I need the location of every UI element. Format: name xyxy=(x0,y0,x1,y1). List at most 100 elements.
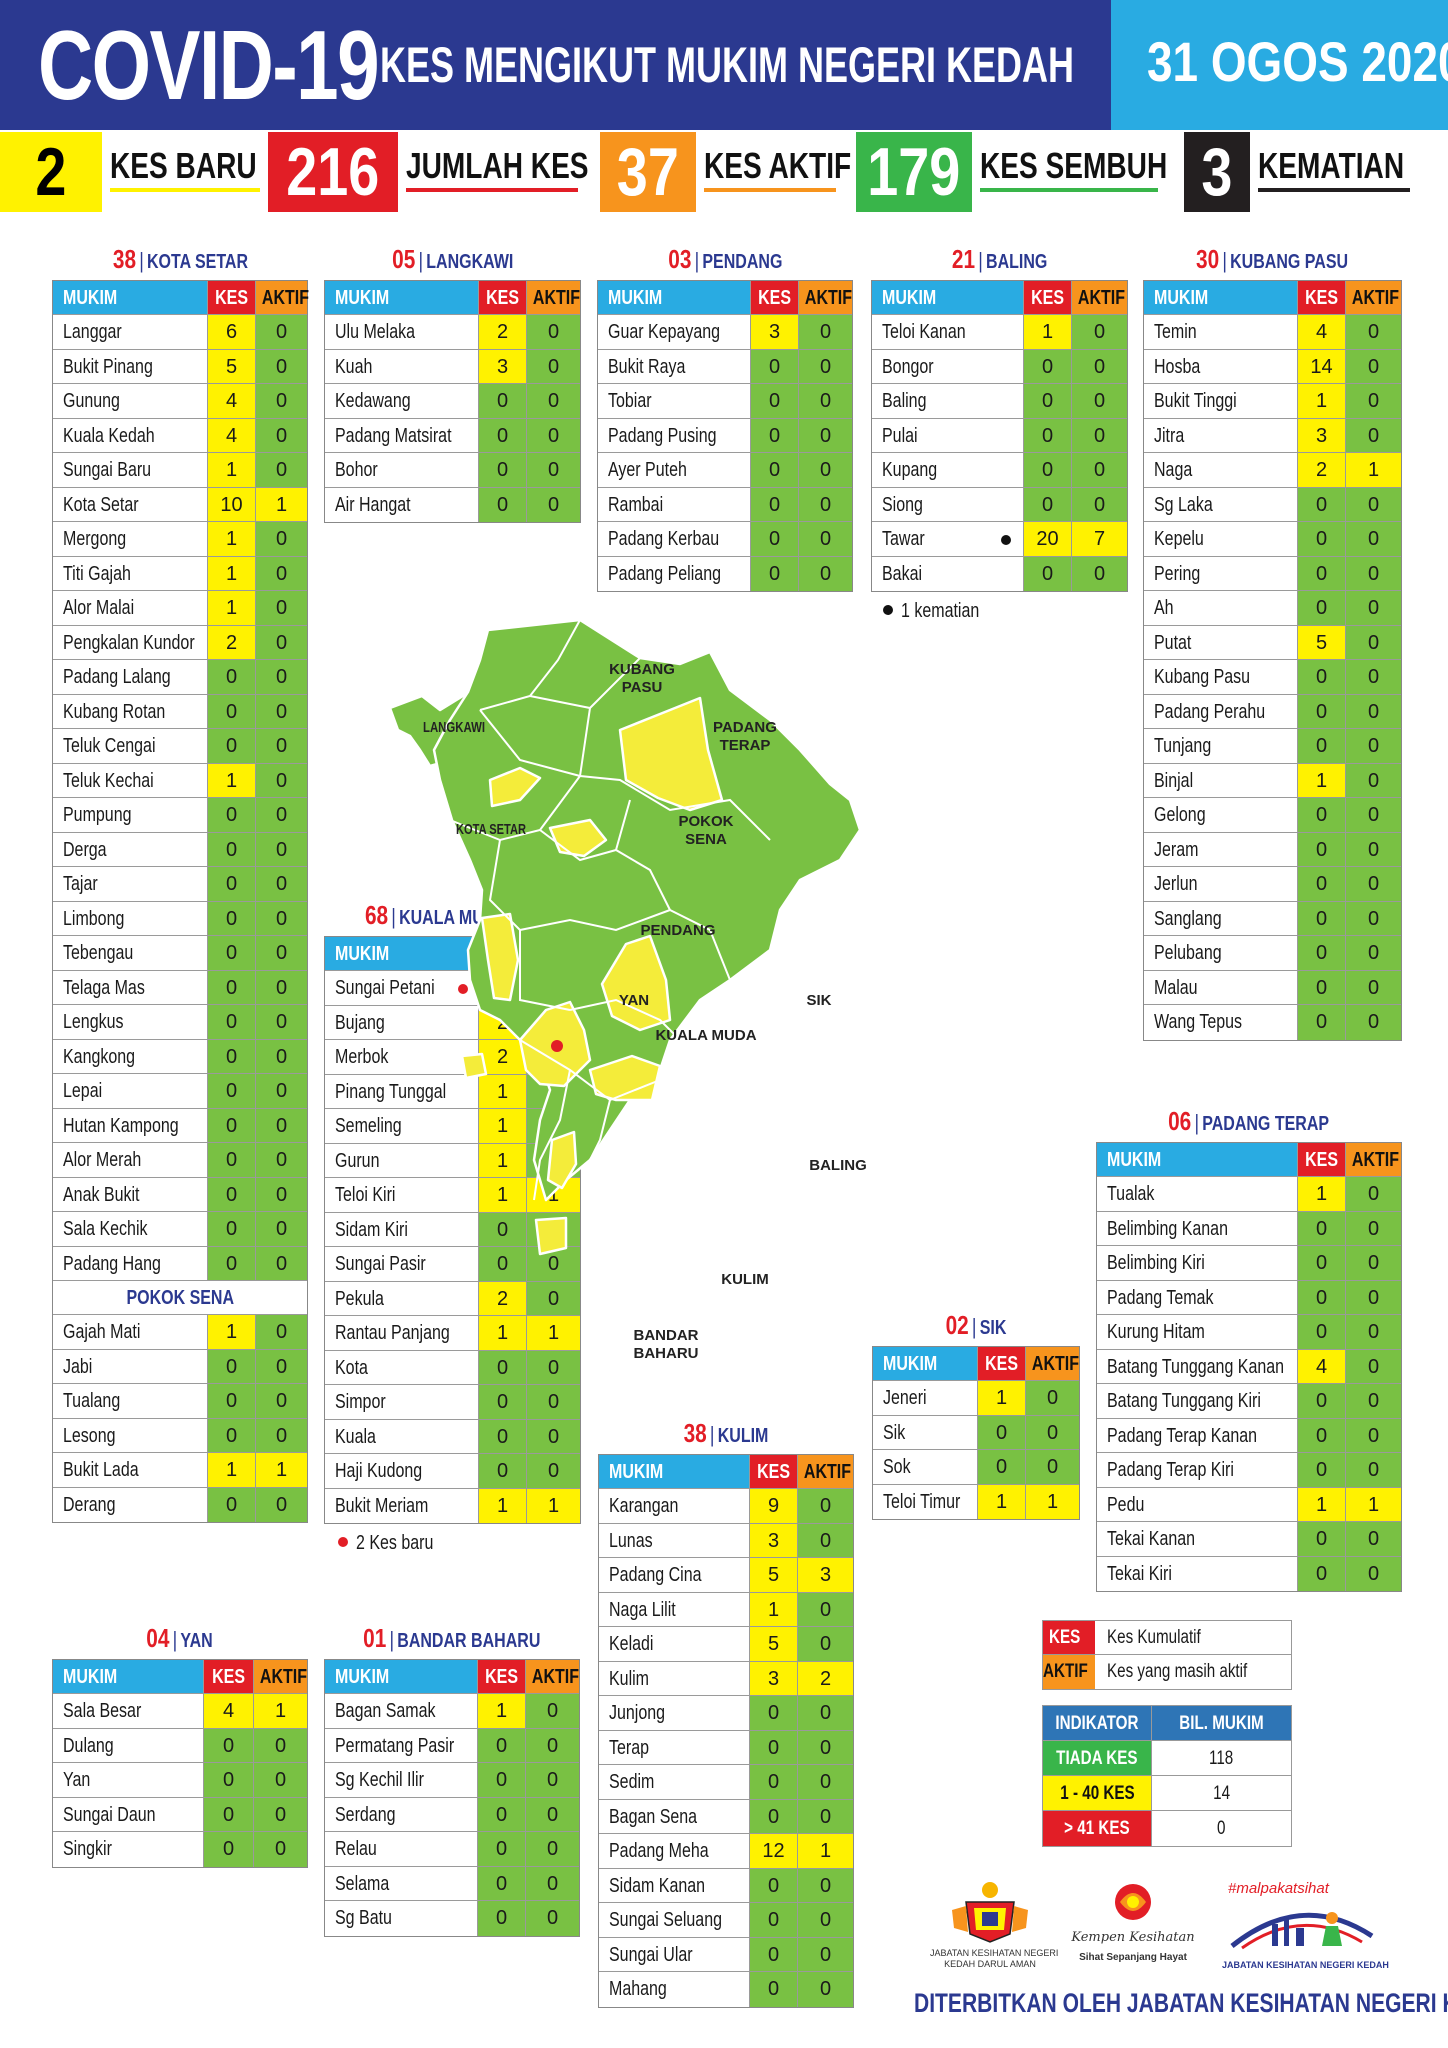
table-row: Teloi Kiri 1 1 xyxy=(325,1178,580,1213)
table-row: Kuala Kedah 4 0 xyxy=(53,418,307,453)
kes-value: 3 xyxy=(478,349,526,383)
mukim-name: Sg Batu xyxy=(325,1901,477,1936)
legend-text-kes: Kes Kumulatif xyxy=(1107,1627,1201,1648)
kes-value: 0 xyxy=(749,1765,797,1799)
table-row: Sala Kechik 0 0 xyxy=(53,1212,307,1247)
mukim-name: Tawar xyxy=(872,522,1023,556)
kes-value: 0 xyxy=(1297,1453,1345,1487)
table-row: Pengkalan Kundor 2 0 xyxy=(53,625,307,660)
mukim-name: Pelubang xyxy=(1144,936,1297,970)
mukim-name: Permatang Pasir xyxy=(325,1728,477,1762)
district-title: 38 | KULIM xyxy=(683,1418,769,1448)
page-subtitle: KES MENGIKUT MUKIM NEGERI KEDAH xyxy=(380,37,1075,93)
indicator-label: TIADA KES xyxy=(1043,1741,1151,1775)
district-name: SIK xyxy=(979,1317,1007,1339)
kes-value: 4 xyxy=(1297,315,1345,349)
mukim-name: Kuala Kedah xyxy=(53,418,207,452)
kes-value: 0 xyxy=(1297,1246,1345,1280)
aktif-value: 0 xyxy=(1345,867,1401,901)
aktif-value: 0 xyxy=(798,418,852,452)
kes-value: 0 xyxy=(1297,487,1345,521)
aktif-value: 0 xyxy=(1025,1415,1079,1449)
table-row: Gelong 0 0 xyxy=(1144,798,1401,833)
aktif-value: 0 xyxy=(1345,763,1401,797)
mukim-name: Sok xyxy=(873,1450,977,1484)
kes-value: 12 xyxy=(749,1834,797,1868)
kes-value: 0 xyxy=(750,418,798,452)
header-aktif: AKTIF xyxy=(1345,281,1401,314)
legend-row-aktif: AKTIF Kes yang masih aktif xyxy=(1043,1655,1291,1689)
district-name: PENDANG xyxy=(702,251,783,273)
kes-value: 0 xyxy=(207,729,255,763)
aktif-value: 0 xyxy=(255,1349,307,1383)
aktif-value: 0 xyxy=(1071,556,1127,591)
mukim-name: Kubang Rotan xyxy=(53,694,207,728)
kes-value: 0 xyxy=(749,1972,797,2007)
aktif-value: 0 xyxy=(1345,1349,1401,1383)
aktif-value: 0 xyxy=(1345,1246,1401,1280)
table-row: Kedawang 0 0 xyxy=(325,384,580,419)
aktif-value: 0 xyxy=(797,1903,853,1937)
aktif-value: 0 xyxy=(798,556,852,591)
district-title: 02 | SIK xyxy=(945,1310,1007,1340)
kes-value: 20 xyxy=(1023,522,1071,556)
kes-value: 1 xyxy=(1297,1177,1345,1211)
mukim-name: Haji Kudong xyxy=(325,1454,478,1488)
kes-value: 0 xyxy=(477,1728,525,1762)
header-aktif: AKTIF xyxy=(526,281,580,314)
kes-value: 0 xyxy=(207,832,255,866)
mukim-name: Sedim xyxy=(599,1765,749,1799)
mukim-name: Merbok xyxy=(325,1040,478,1074)
table-row: Kubang Rotan 0 0 xyxy=(53,694,307,729)
kes-value: 0 xyxy=(1297,1315,1345,1349)
kes-value: 0 xyxy=(477,1866,525,1900)
district-name: BALING xyxy=(985,251,1048,273)
footer-publisher: DITERBITKAN OLEH JABATAN KESIHATAN NEGER… xyxy=(914,1988,1448,2018)
mukim-name: Gelong xyxy=(1144,798,1297,832)
kes-value: 0 xyxy=(1297,1211,1345,1245)
kes-value: 0 xyxy=(1023,384,1071,418)
kes-value: 0 xyxy=(207,1143,255,1177)
map-zone-coast xyxy=(460,1052,488,1080)
bullet-dot-icon xyxy=(883,604,893,615)
aktif-value: 0 xyxy=(255,970,307,1004)
kes-value: 5 xyxy=(749,1558,797,1592)
table-row: Padang Pusing 0 0 xyxy=(598,418,852,453)
aktif-value: 0 xyxy=(1345,1418,1401,1452)
mukim-name: Kedawang xyxy=(325,384,478,418)
table-row: Padang Peliang 0 0 xyxy=(598,556,852,591)
aktif-value: 0 xyxy=(525,1763,579,1797)
header-kes: KES xyxy=(477,1660,525,1693)
table-row: Bukit Raya 0 0 xyxy=(598,349,852,384)
kes-value: 0 xyxy=(1023,418,1071,452)
aktif-value: 0 xyxy=(255,625,307,659)
kes-value: 0 xyxy=(477,1797,525,1831)
aktif-value: 1 xyxy=(1345,453,1401,487)
district-count: 30 xyxy=(1196,244,1220,274)
kes-value: 4 xyxy=(207,384,255,418)
map-label-kubang-pasu-1: KUBANG xyxy=(609,661,675,678)
kes-value: 0 xyxy=(207,970,255,1004)
map-new-case-dot xyxy=(551,1040,563,1052)
table-row: Lunas 3 0 xyxy=(599,1523,853,1558)
header-kes: KES xyxy=(1023,281,1071,314)
mukim-name: Tekai Kanan xyxy=(1097,1522,1297,1556)
mukim-name: Langgar xyxy=(53,315,207,349)
table-row: Lengkus 0 0 xyxy=(53,1005,307,1040)
table-row: Simpor 0 0 xyxy=(325,1385,580,1420)
aktif-value: 0 xyxy=(255,1246,307,1280)
header-aktif: AKTIF xyxy=(797,1455,853,1488)
aktif-value: 2 xyxy=(797,1661,853,1695)
kes-value: 0 xyxy=(1297,694,1345,728)
mukim-name: Belimbing Kanan xyxy=(1097,1211,1297,1245)
table-row: Padang Kerbau 0 0 xyxy=(598,522,852,557)
aktif-value: 0 xyxy=(255,1005,307,1039)
jkn2-caption: JABATAN KESIHATAN NEGERI KEDAH xyxy=(1222,1960,1389,1970)
aktif-value: 0 xyxy=(255,1177,307,1211)
kes-value: 0 xyxy=(207,660,255,694)
map-label-kota-setar: KOTA SETAR xyxy=(456,821,526,838)
table-row: Padang Terap Kanan 0 0 xyxy=(1097,1418,1401,1453)
kes-value: 5 xyxy=(207,349,255,383)
table-row: Sedim 0 0 xyxy=(599,1765,853,1800)
kes-value: 1 xyxy=(1023,315,1071,349)
